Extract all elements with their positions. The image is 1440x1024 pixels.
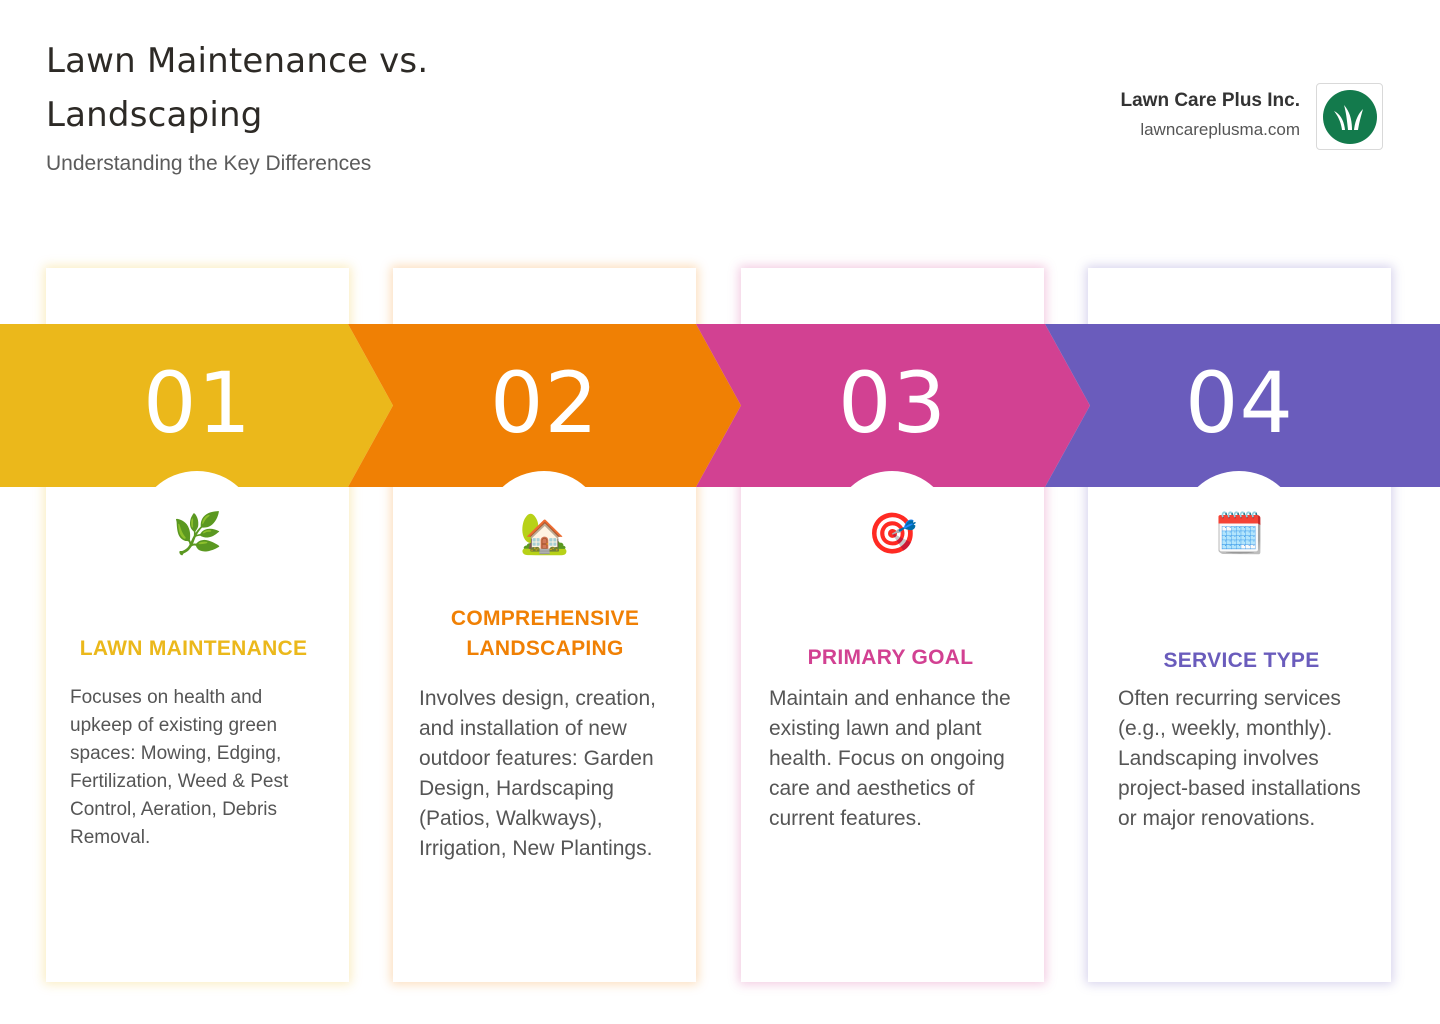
herb-icon: 🌿 (172, 512, 223, 556)
step-title-3: PRIMARY GOAL (807, 646, 974, 669)
step-number-2: 02 (490, 354, 599, 452)
calendar-icon: 🗓️ (1214, 512, 1265, 556)
step-text-4: Often recurring services (e.g., weekly, … (1118, 687, 1361, 830)
step-text-1: Focuses on health and upkeep of existing… (70, 687, 289, 848)
page-title: Lawn Maintenance vs. Landscaping (46, 41, 429, 135)
icon-notch-4 (1197, 471, 1281, 487)
step-title-1: LAWN MAINTENANCE (79, 637, 308, 660)
chevron-segment-2 (348, 324, 741, 487)
brand-url[interactable]: lawncareplusma.com (1140, 120, 1300, 139)
brand-name: Lawn Care Plus Inc. (1120, 90, 1301, 111)
step-text-2: Involves design, creation, and installat… (419, 687, 656, 860)
page-subtitle: Understanding the Key Differences (46, 152, 372, 175)
step-title-2: COMPREHENSIVE LANDSCAPING (450, 607, 640, 660)
icon-notch-3 (850, 471, 934, 487)
brand-info: Lawn Care Plus Inc. lawncareplusma.com (1121, 90, 1301, 140)
target-icon: 🎯 (867, 512, 918, 556)
house-with-garden-icon: 🏡 (519, 512, 570, 556)
step-title-4: SERVICE TYPE (1163, 649, 1320, 672)
step-number-1: 01 (143, 354, 252, 452)
step-text-3: Maintain and enhance the existing lawn a… (769, 687, 1011, 830)
icon-notch-2 (502, 471, 586, 487)
chevron-segment-3 (696, 324, 1090, 487)
step-number-3: 03 (838, 354, 947, 452)
chevron-segment-1 (0, 324, 393, 487)
chevron-segment-4 (1045, 324, 1440, 487)
icon-notch-1 (155, 471, 239, 487)
grass-icon (1322, 89, 1377, 144)
chevron-band (0, 324, 1440, 487)
brand-logo (1316, 83, 1383, 150)
step-number-4: 04 (1185, 354, 1294, 452)
